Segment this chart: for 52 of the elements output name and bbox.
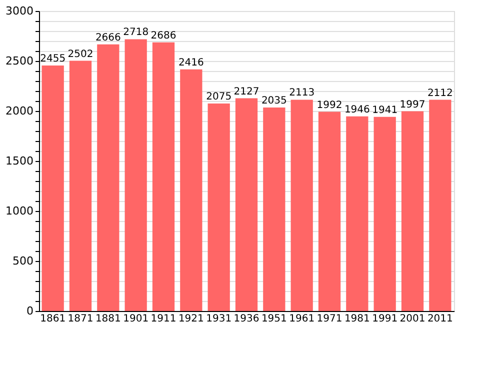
data-label: 2718 [123,27,149,38]
data-label: 2127 [234,86,260,98]
data-label: 2112 [427,88,453,99]
x-tick-label: 1901 [123,314,149,324]
data-label: 2666 [95,32,121,44]
bar [124,39,147,311]
x-tick-label: 1861 [40,314,66,324]
bar [401,111,424,311]
bar [374,116,396,311]
bar [152,42,175,311]
data-label: 1997 [400,99,426,110]
y-tick-label: 1500 [6,154,34,168]
bar [290,100,313,311]
data-label: 1946 [344,104,370,116]
y-tick-label: 2000 [6,104,34,118]
bar [235,98,258,311]
x-tick-label: 1921 [178,314,204,324]
y-tick-label: 500 [12,254,34,268]
data-label: 2686 [150,30,176,42]
data-label: 2075 [206,92,232,102]
x-tick-label: 1881 [95,314,121,324]
x-tick-label: 1971 [316,314,342,324]
data-label: 2455 [40,54,66,64]
x-tick-label: 1961 [289,314,315,324]
x-tick-label: 2011 [427,314,453,324]
x-tick-label: 1931 [206,314,232,324]
bar [263,108,286,311]
data-label: 2035 [261,96,287,106]
data-label: 1941 [372,104,398,116]
bar [97,44,120,311]
y-tick-label: 0 [26,304,34,318]
x-tick-label: 1936 [234,314,260,324]
bar [318,112,341,311]
y-tick-label: 1000 [6,204,34,218]
data-label: 2416 [178,57,204,68]
y-tick-label: 2500 [6,54,34,68]
x-tick-label: 1871 [68,314,94,324]
x-tick-label: 2001 [400,314,426,324]
bar [42,66,64,311]
bar [429,100,452,311]
bar [346,116,368,311]
x-tick-label: 1981 [344,314,370,324]
bar [69,60,92,311]
data-label: 2113 [289,88,315,99]
x-tick-label: 1991 [372,314,398,324]
data-label: 2502 [68,48,94,60]
bar [180,69,202,311]
x-tick-label: 1951 [261,314,287,324]
y-tick-label: 3000 [6,4,34,18]
data-label: 1992 [316,100,342,111]
x-tick-label: 1911 [150,314,176,324]
bar [208,104,230,311]
